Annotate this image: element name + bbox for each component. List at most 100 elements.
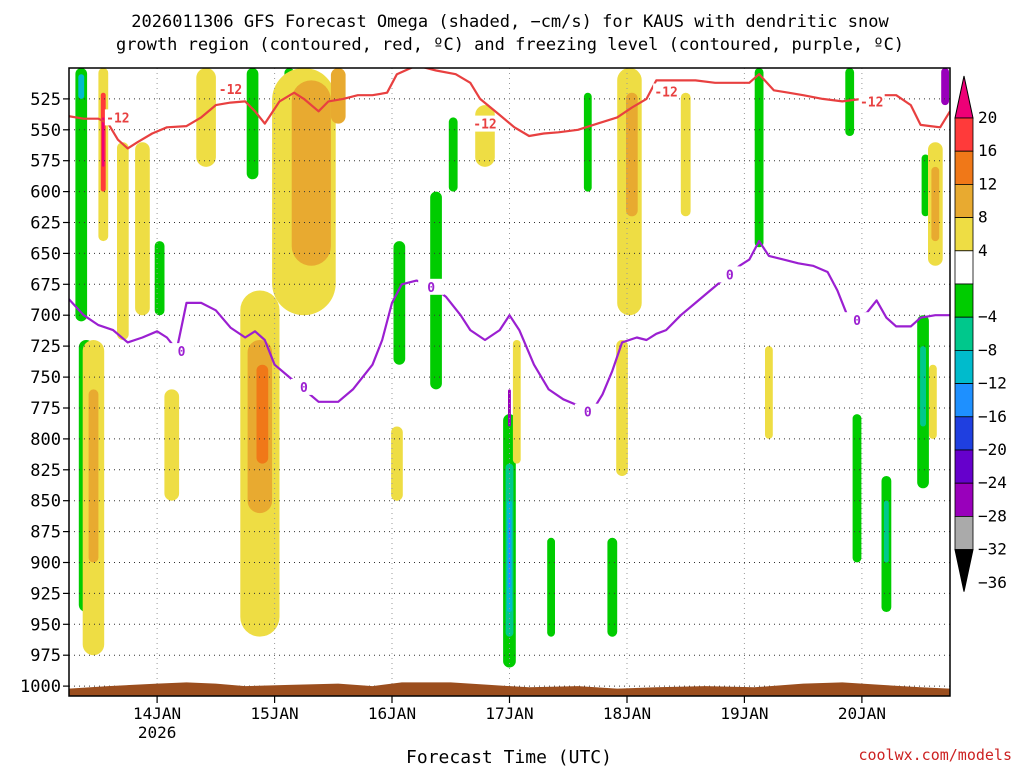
colorbar-label-7: −12 [978,374,1007,393]
y-tick-label-1000: 1000 [20,677,61,697]
omega-region-41 [845,68,855,136]
omega-region-42 [852,414,862,563]
omega-region-19 [291,80,331,266]
contour-label-0-2: -12 [473,118,496,133]
contour-label-0-3: -12 [654,86,677,101]
omega-region-13 [246,68,259,180]
omega-region-31 [512,340,521,464]
omega-region-38 [680,92,691,217]
colorbar-bin-11 [954,482,974,517]
contour-label-1-1: 0 [300,381,308,396]
y-tick-label-850: 850 [30,492,61,512]
terrain-fill [69,682,950,696]
y-tick-label-550: 550 [30,121,61,141]
y-tick-label-875: 875 [30,523,61,543]
colorbar-label-8: −16 [978,407,1007,426]
y-tick-label-700: 700 [30,306,61,326]
y-tick-label-975: 975 [30,646,61,666]
contour-label-bg-0-3 [653,83,680,100]
colorbar-label-0: 20 [978,108,997,127]
colorbar-bin-1 [954,150,974,185]
y-axis: 525 550 575 600 625 650 675 700 725 750 775 800 825 8… [20,90,69,697]
x-tick-label-14JAN: 14JAN [133,704,181,723]
contour-line-1 [69,240,950,412]
omega-region-22 [391,426,403,501]
contour-label-1-0: 0 [178,345,186,360]
y-tick-label-650: 650 [30,244,61,264]
omega-region-35 [616,340,628,476]
colorbar-label-10: −24 [978,473,1007,492]
y-tick-label-600: 600 [30,183,61,203]
y-tick-label-825: 825 [30,461,61,481]
x-tick-label-17JAN: 17JAN [485,704,533,723]
omega-region-44 [883,500,889,563]
chart-title-line1: 2026011306 GFS Forecast Omega (shaded, −… [131,12,889,32]
y-tick-label-775: 775 [30,399,61,419]
y-tick-label-800: 800 [30,430,61,450]
chart-title-line2: growth region (contoured, red, ºC) and f… [116,35,904,55]
contour-label-0-1: -12 [219,83,242,98]
colorbar-label-2: 12 [978,174,997,193]
colorbar-label-13: −36 [978,573,1007,592]
colorbar-label-12: −32 [978,540,1007,559]
contour-label-bg-1-5 [844,312,870,329]
contour-label-bg-1-3 [574,403,601,420]
colorbar-bottom-arrow [954,549,974,592]
y-tick-label-575: 575 [30,152,61,172]
colorbar-label-1: 16 [978,141,997,160]
omega-region-51 [941,68,949,106]
x-tick-label-18JAN: 18JAN [603,704,651,723]
omega-region-12 [196,68,216,167]
colorbar-bin-5 [954,283,974,318]
omega-region-50 [929,364,937,439]
omega-region-45 [921,154,930,217]
omega-region-37 [626,92,638,217]
x-tick-label-16JAN: 16JAN [368,704,416,723]
omega-region-1 [78,74,85,99]
omega-shading [75,68,949,668]
contour-label-1-2: 0 [427,281,435,296]
contour-label-bg-0-1 [217,81,244,97]
omega-region-21 [393,241,406,365]
contour-label-bg-1-2 [418,278,445,295]
omega-region-39 [754,68,764,248]
omega-region-7 [88,389,99,563]
omega-region-47 [931,166,940,242]
contour-label-bg-0-0 [104,109,131,126]
colorbar-bin-12 [954,516,974,551]
x-tick-label-19JAN: 19JAN [720,704,768,723]
x-tick-label-20JAN: 20JAN [838,704,886,723]
terrain-layer [69,682,950,696]
contour-label-bg-0-4 [858,93,885,110]
contour-lines: -12 -12 -12 -12 -12 0 0 0 0 0 0 [69,68,950,421]
colorbar-label-4: 4 [978,241,988,260]
omega-region-8 [117,142,129,340]
colorbar-label-11: −28 [978,506,1007,525]
colorbar-bin-8 [954,383,974,418]
colorbar-bin-2 [954,183,974,218]
colorbar-bin-10 [954,449,974,484]
colorbar-bin-7 [954,349,974,384]
contour-label-bg-1-1 [290,378,317,395]
colorbar: 20 16 12 8 4 −4 −8 −12 −16 −20 −24 −28 −32 −36 [954,75,1007,592]
omega-region-11 [164,389,180,501]
contour-label-bg-0-2 [472,115,498,132]
omega-region-16 [256,364,269,464]
contour-label-1-3: 0 [584,406,592,421]
omega-region-25 [475,105,495,167]
omega-region-24 [448,117,458,192]
contour-label-bg-1-0 [168,343,195,360]
y-tick-label-625: 625 [30,214,61,234]
x-tick-label-15JAN: 15JAN [251,704,299,723]
contour-label-1-4: 0 [726,268,734,283]
contour-label-0-0: -12 [106,111,129,126]
credit-text: coolwx.com/models [858,746,1012,764]
colorbar-bin-3 [954,217,974,252]
y-tick-label-525: 525 [30,90,61,110]
contour-label-1-5: 0 [853,314,861,329]
colorbar-label-6: −8 [978,340,997,359]
omega-region-32 [547,537,555,637]
colorbar-bin-6 [954,316,974,351]
